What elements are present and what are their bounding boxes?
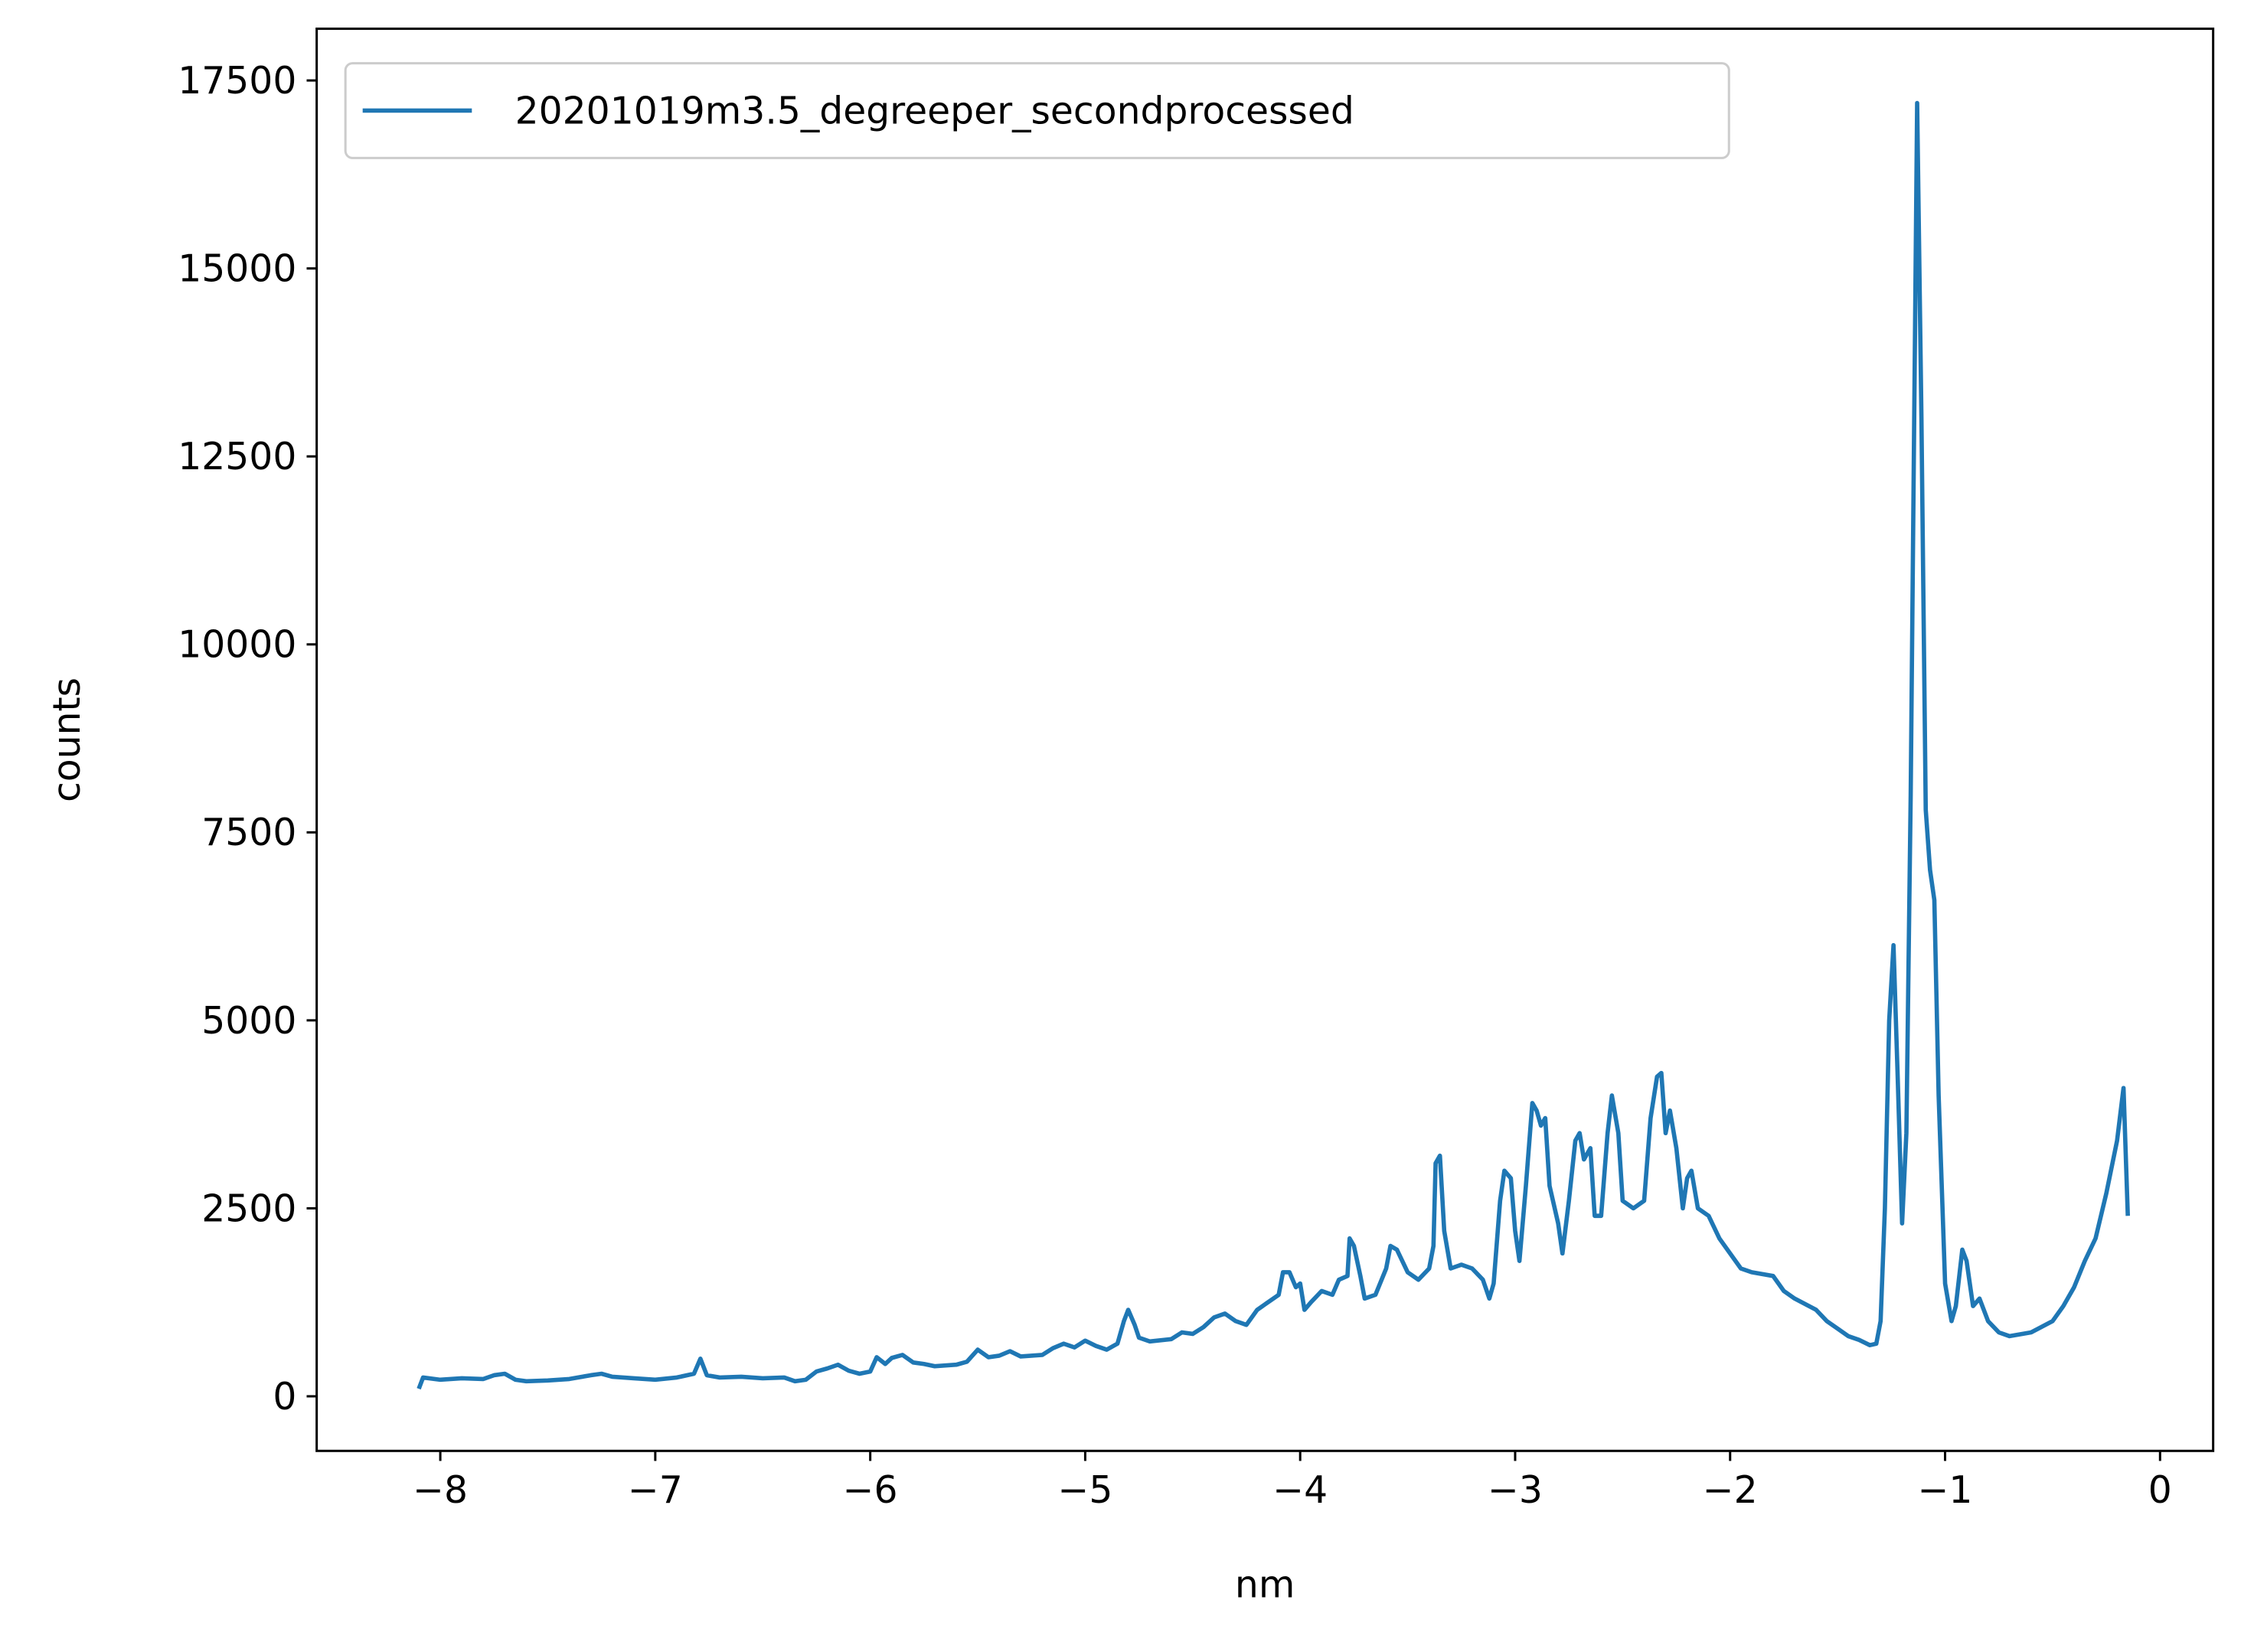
legend-box xyxy=(344,62,1730,159)
y-tick-label: 7500 xyxy=(201,811,296,854)
x-tick-label: −8 xyxy=(413,1468,468,1512)
plot-frame xyxy=(315,28,2215,1452)
x-tick-label: −5 xyxy=(1057,1468,1112,1512)
x-tick-label: −7 xyxy=(628,1468,683,1512)
y-axis-label: counts xyxy=(45,677,89,802)
y-tick-label: 5000 xyxy=(201,999,296,1043)
y-tick-label: 10000 xyxy=(178,623,296,667)
x-tick-label: −3 xyxy=(1488,1468,1543,1512)
data-line xyxy=(416,100,2130,1390)
y-tick-label: 17500 xyxy=(178,59,296,103)
x-tick-label: 0 xyxy=(2148,1468,2172,1512)
y-tick-label: 15000 xyxy=(178,247,296,291)
x-tick-label: −4 xyxy=(1272,1468,1328,1512)
x-tick-label: −6 xyxy=(843,1468,898,1512)
y-tick-label: 12500 xyxy=(178,435,296,478)
x-tick-label: −2 xyxy=(1703,1468,1758,1512)
x-tick-label: −1 xyxy=(1918,1468,1973,1512)
y-tick-label: 2500 xyxy=(201,1187,296,1230)
x-axis-label: nm xyxy=(1235,1563,1295,1607)
legend-label: 20201019m3.5_degreeper_secondprocessed xyxy=(515,89,1354,132)
y-tick-label: 0 xyxy=(273,1375,296,1419)
